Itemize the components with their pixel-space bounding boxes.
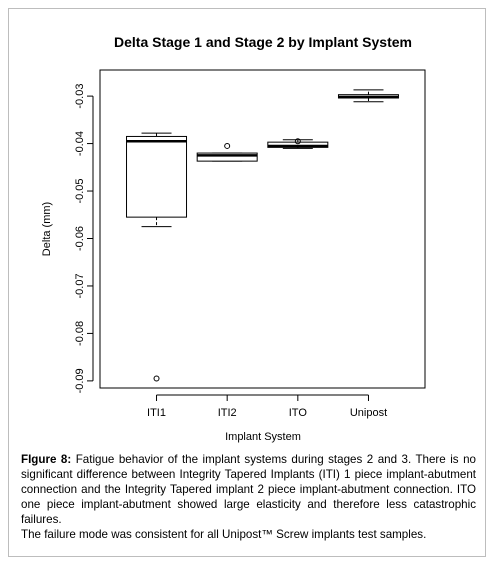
x-axis: ITI1 ITI2 ITO Unipost — [147, 394, 387, 419]
plot-frame — [99, 69, 426, 389]
y-tick-label: -0.06 — [74, 226, 86, 251]
y-axis: -0.03 -0.04 -0.05 -0.06 -0.07 -0.08 -0.09 — [74, 84, 94, 393]
outlier-point — [294, 138, 301, 145]
outlier-point — [153, 375, 160, 382]
iqr-box — [196, 152, 258, 162]
y-tick-label: -0.05 — [74, 178, 86, 203]
x-tick-label: ITI2 — [218, 407, 237, 419]
box-iti1 — [126, 132, 188, 382]
box-unipost — [337, 89, 399, 103]
box-plot: Delta Stage 1 and Stage 2 by Implant Sys… — [41, 34, 426, 443]
boxes-layer — [126, 89, 399, 382]
iqr-box — [126, 135, 188, 218]
caption-text: Fatigue behavior of the implant systems … — [21, 453, 476, 526]
y-axis-label: Delta (mm) — [41, 202, 53, 256]
figure-panel: Delta Stage 1 and Stage 2 by Implant Sys… — [8, 8, 486, 557]
y-tick-label: -0.07 — [74, 273, 86, 298]
y-tick-label: -0.04 — [74, 131, 86, 156]
caption-paragraph: FIgure 8: Fatigue behavior of the implan… — [21, 452, 476, 527]
x-tick-label: ITO — [289, 407, 308, 419]
outlier-point — [224, 142, 231, 149]
y-tick-label: -0.03 — [74, 84, 86, 109]
box-ito — [267, 138, 329, 149]
y-tick-label: -0.08 — [74, 321, 86, 346]
caption-label: FIgure 8: — [21, 453, 72, 466]
x-tick-label: Unipost — [350, 407, 387, 419]
chart-title: Delta Stage 1 and Stage 2 by Implant Sys… — [114, 34, 412, 50]
figure-caption: FIgure 8: Fatigue behavior of the implan… — [21, 452, 476, 542]
box-iti2 — [196, 142, 258, 162]
caption-paragraph-2: The failure mode was consistent for all … — [21, 528, 427, 541]
x-axis-label: Implant System — [225, 431, 301, 443]
x-tick-label: ITI1 — [147, 407, 166, 419]
y-tick-label: -0.09 — [74, 368, 86, 393]
